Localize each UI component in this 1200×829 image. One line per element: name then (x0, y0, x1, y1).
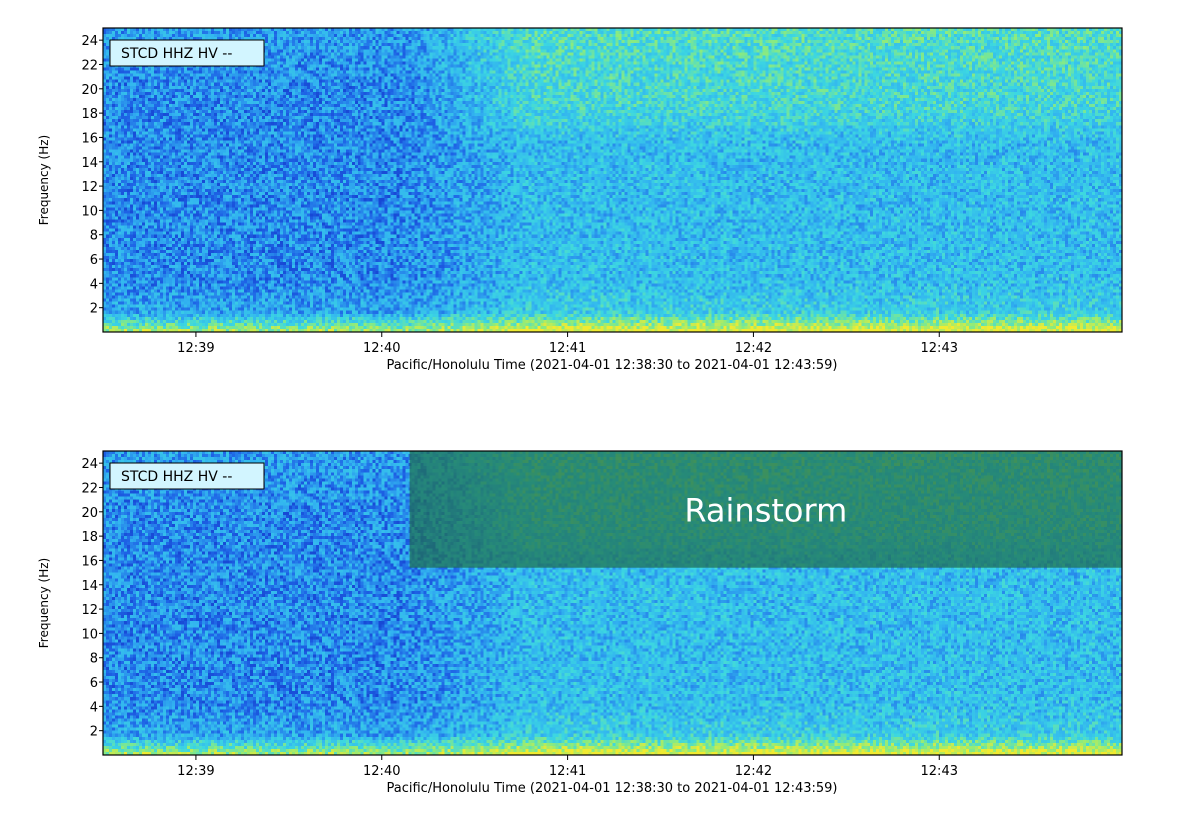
y-tick-label: 24 (81, 457, 98, 472)
station-label: STCD HHZ HV -- (121, 469, 232, 485)
plot-frame (102, 27, 1123, 333)
y-tick-label: 20 (81, 506, 98, 521)
y-tick-label: 10 (81, 204, 98, 219)
rainstorm-annotation-label: Rainstorm (684, 491, 847, 529)
station-label-box: STCD HHZ HV -- (109, 39, 265, 67)
spectrogram-panel-bottom: Rainstorm STCD HHZ HV -- 2 4 6 8 10 12 14 16 18 20 2… (0, 423, 1200, 803)
x-tick-label: 12:41 (549, 764, 586, 779)
rainstorm-annotation-box (409, 451, 1123, 568)
y-tick-label: 20 (81, 83, 98, 98)
x-tick-label: 12:43 (921, 341, 958, 356)
plot-frame (102, 450, 1123, 756)
x-tick-label: 12:40 (363, 341, 400, 356)
y-tick-label: 10 (81, 627, 98, 642)
y-tick-label: 8 (90, 652, 98, 667)
y-tick-label: 18 (81, 530, 98, 545)
x-tick-label: 12:40 (363, 764, 400, 779)
y-tick-label: 8 (90, 229, 98, 244)
y-tick-label: 4 (90, 700, 98, 715)
x-tick-label: 12:39 (177, 341, 214, 356)
y-tick-label: 22 (81, 481, 98, 496)
station-label-box: STCD HHZ HV -- (109, 462, 265, 490)
x-tick-label: 12:42 (735, 341, 772, 356)
x-tick-label: 12:43 (921, 764, 958, 779)
y-axis-label: Frequency (Hz) (37, 558, 51, 649)
x-axis-label: Pacific/Honolulu Time (2021-04-01 12:38:… (387, 358, 838, 373)
y-tick-label: 6 (90, 253, 98, 268)
y-tick-label: 16 (81, 554, 98, 569)
y-tick-label: 6 (90, 676, 98, 691)
x-tick-label: 12:41 (549, 341, 586, 356)
spectrogram-panel-top: STCD HHZ HV -- 2 4 6 8 10 12 14 16 18 20 22 24 12:39 1… (0, 0, 1200, 380)
y-tick-label: 2 (90, 725, 98, 740)
x-axis-label: Pacific/Honolulu Time (2021-04-01 12:38:… (387, 781, 838, 796)
y-tick-label: 2 (90, 302, 98, 317)
x-tick-label: 12:39 (177, 764, 214, 779)
spectrogram-heatmap (103, 28, 1122, 332)
y-tick-label: 14 (81, 156, 98, 171)
y-tick-label: 12 (81, 603, 98, 618)
x-tick-label: 12:42 (735, 764, 772, 779)
y-tick-label: 18 (81, 107, 98, 122)
y-tick-label: 24 (81, 34, 98, 49)
station-label: STCD HHZ HV -- (121, 46, 232, 62)
y-axis-label: Frequency (Hz) (37, 135, 51, 226)
y-tick-label: 22 (81, 58, 98, 73)
y-tick-label: 12 (81, 180, 98, 195)
y-tick-label: 16 (81, 131, 98, 146)
y-tick-label: 4 (90, 277, 98, 292)
y-tick-label: 14 (81, 579, 98, 594)
